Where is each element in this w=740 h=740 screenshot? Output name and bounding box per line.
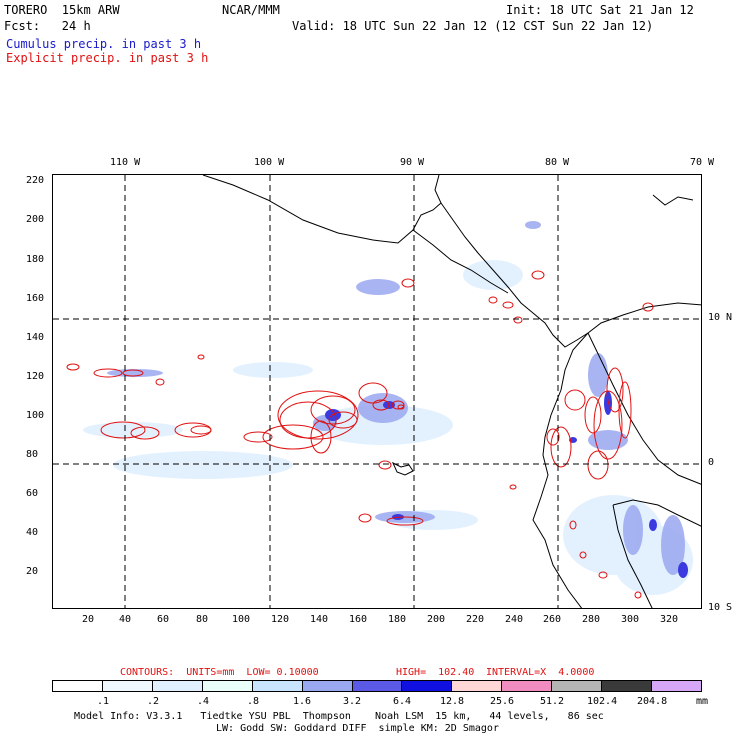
forecast-hour: Fcst: 24 h bbox=[4, 19, 91, 33]
legend-level: 3.2 bbox=[343, 696, 362, 707]
x-tick: 100 bbox=[232, 614, 251, 625]
legend-swatch bbox=[152, 681, 203, 691]
y-tick: 140 bbox=[26, 332, 45, 343]
legend-level: .1 bbox=[97, 696, 110, 707]
x-tick: 60 bbox=[157, 614, 170, 625]
explicit-precip-contours bbox=[66, 270, 654, 599]
legend-level: 6.4 bbox=[393, 696, 412, 707]
x-tick: 320 bbox=[660, 614, 679, 625]
legend-unit: mm bbox=[696, 696, 709, 707]
x-tick: 120 bbox=[271, 614, 290, 625]
valid-time: Valid: 18 UTC Sun 22 Jan 12 (12 CST Sun … bbox=[292, 19, 654, 33]
y-tick: 60 bbox=[26, 488, 39, 499]
x-tick: 280 bbox=[582, 614, 601, 625]
legend-level: .4 bbox=[197, 696, 210, 707]
lon-label-70w: 70 W bbox=[690, 157, 715, 168]
legend-swatch bbox=[252, 681, 303, 691]
precip-color-legend bbox=[52, 680, 702, 692]
x-tick: 220 bbox=[466, 614, 485, 625]
legend-swatch bbox=[302, 681, 353, 691]
legend-level: 204.8 bbox=[637, 696, 668, 707]
contour-high: HIGH= 102.40 bbox=[396, 667, 475, 678]
graticule bbox=[53, 175, 701, 608]
legend-swatch bbox=[102, 681, 153, 691]
legend-swatch bbox=[402, 681, 453, 691]
coastlines bbox=[202, 175, 701, 608]
y-tick: 180 bbox=[26, 254, 45, 265]
legend-swatch bbox=[452, 681, 503, 691]
explicit-precip-label: Explicit precip. in past 3 h bbox=[6, 51, 209, 65]
legend-level: 1.6 bbox=[293, 696, 312, 707]
y-tick: 20 bbox=[26, 566, 39, 577]
x-tick: 140 bbox=[310, 614, 329, 625]
legend-level: 12.8 bbox=[440, 696, 465, 707]
x-tick: 40 bbox=[119, 614, 132, 625]
x-tick: 260 bbox=[543, 614, 562, 625]
y-tick: 160 bbox=[26, 293, 45, 304]
y-tick: 100 bbox=[26, 410, 45, 421]
legend-level: 51.2 bbox=[540, 696, 565, 707]
x-tick: 20 bbox=[82, 614, 95, 625]
x-tick: 180 bbox=[388, 614, 407, 625]
legend-swatch bbox=[652, 681, 701, 691]
lon-label-100w: 100 W bbox=[254, 157, 285, 168]
light-precip-areas bbox=[83, 260, 693, 595]
init-time: Init: 18 UTC Sat 21 Jan 12 bbox=[506, 3, 694, 17]
contour-interval: INTERVAL=X 4.0000 bbox=[486, 667, 595, 678]
lat-label-10n: 10 N bbox=[708, 312, 733, 323]
y-tick: 80 bbox=[26, 449, 39, 460]
lon-label-110w: 110 W bbox=[110, 157, 141, 168]
cumulus-precip-label: Cumulus precip. in past 3 h bbox=[6, 37, 202, 51]
y-tick: 40 bbox=[26, 527, 39, 538]
physics-info: LW: Godd SW: Goddard DIFF simple KM: 2D … bbox=[216, 723, 499, 734]
lat-label-0: 0 bbox=[708, 457, 715, 468]
y-tick: 120 bbox=[26, 371, 45, 382]
legend-level: .8 bbox=[247, 696, 260, 707]
y-tick: 220 bbox=[26, 175, 45, 186]
legend-level: .2 bbox=[147, 696, 160, 707]
model-info: Model Info: V3.3.1 Tiedtke YSU PBL Thomp… bbox=[74, 711, 604, 722]
legend-swatch bbox=[602, 681, 653, 691]
legend-level: 102.4 bbox=[587, 696, 618, 707]
x-tick: 300 bbox=[621, 614, 640, 625]
legend-swatch bbox=[552, 681, 603, 691]
legend-swatch bbox=[502, 681, 553, 691]
contour-info: CONTOURS: UNITS=mm LOW= 0.10000 bbox=[120, 667, 319, 678]
legend-swatch bbox=[202, 681, 253, 691]
lat-label-10s: 10 S bbox=[708, 602, 733, 613]
map-layer bbox=[53, 175, 701, 608]
lon-label-80w: 80 W bbox=[545, 157, 570, 168]
legend-swatch bbox=[352, 681, 403, 691]
precip-map bbox=[52, 174, 702, 609]
org-label: NCAR/MMM bbox=[222, 3, 280, 17]
legend-level: 25.6 bbox=[490, 696, 515, 707]
y-tick: 200 bbox=[26, 214, 45, 225]
model-title: TORERO 15km ARW bbox=[4, 3, 120, 17]
x-tick: 80 bbox=[196, 614, 209, 625]
x-tick: 240 bbox=[505, 614, 524, 625]
legend-swatch bbox=[53, 681, 103, 691]
x-tick: 200 bbox=[427, 614, 446, 625]
lon-label-90w: 90 W bbox=[400, 157, 425, 168]
x-tick: 160 bbox=[349, 614, 368, 625]
